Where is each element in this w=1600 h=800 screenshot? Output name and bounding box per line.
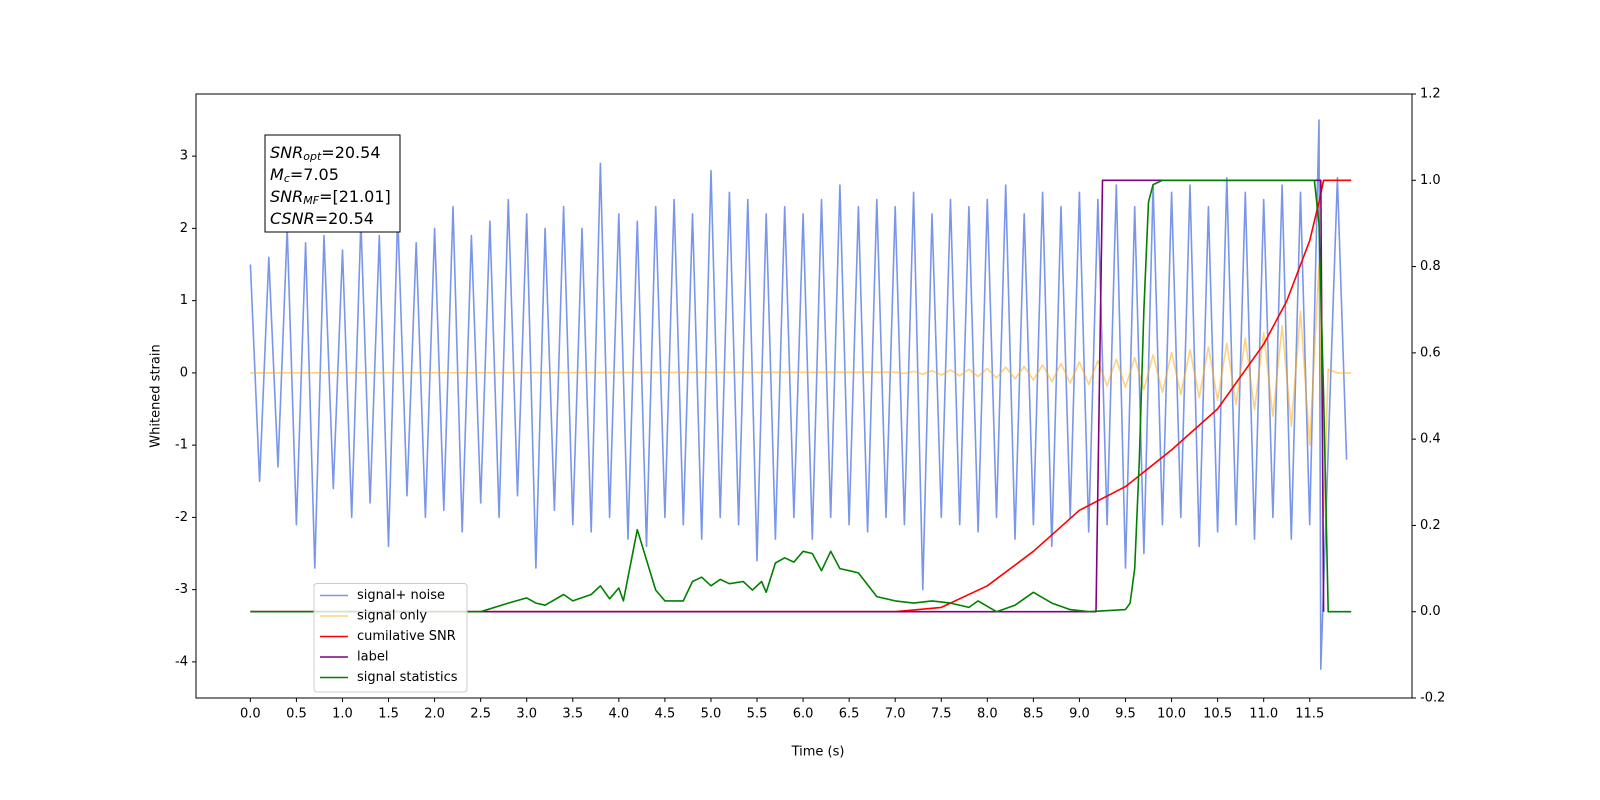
x-tick-label: 2.5	[470, 707, 491, 722]
x-tick-label: 1.0	[332, 707, 353, 722]
y-tick-label: -2	[175, 510, 188, 525]
x-tick-label: 11.0	[1249, 707, 1278, 722]
annotation: SNRopt=20.54Mc=7.05SNRMF=[21.01]CSNR=20.…	[264, 134, 401, 233]
x-tick-label: 7.5	[931, 707, 952, 722]
y2-tick-label: -0.2	[1420, 691, 1445, 706]
annotation-sub: MF	[303, 194, 319, 207]
series-line	[250, 263, 1352, 519]
series-line	[250, 179, 1352, 613]
y2-tick-label: 1.2	[1420, 87, 1441, 102]
y2-tick-label: 0.2	[1420, 518, 1441, 533]
y-tick-label: 0	[180, 365, 188, 380]
x-tick-label: 4.0	[608, 707, 629, 722]
y-tick-label: -4	[175, 654, 188, 669]
x-tick-label: 8.0	[977, 707, 998, 722]
x-axis-label: Time (s)	[791, 745, 845, 760]
legend-label: label	[357, 650, 388, 665]
y-tick-label: 2	[180, 221, 188, 236]
x-tick-label: 1.5	[378, 707, 399, 722]
x-tick-label: 5.0	[701, 707, 722, 722]
series-line	[250, 179, 1352, 613]
legend: signal+ noise signal only cumilative SNR la…	[313, 583, 468, 693]
annotation-box	[264, 134, 401, 233]
x-tick-label: 10.0	[1157, 707, 1186, 722]
annotation-sub: opt	[303, 150, 322, 163]
x-tick-label: 6.0	[793, 707, 814, 722]
y-tick-label: 1	[180, 293, 188, 308]
x-tick-label: 2.0	[424, 707, 445, 722]
x-tick-label: 9.0	[1069, 707, 1090, 722]
annotation-main: SNR	[270, 187, 303, 206]
annotation-line: SNRMF=[21.01]	[270, 187, 391, 208]
y2-tick-label: 0.4	[1420, 432, 1441, 447]
annotation-main: CSNR	[270, 209, 315, 228]
annotation-rest: =20.54	[315, 209, 374, 228]
x-tick-label: 3.5	[562, 707, 583, 722]
y-tick-label: -1	[175, 438, 188, 453]
x-tick-label: 11.5	[1295, 707, 1324, 722]
legend-label: signal only	[357, 609, 427, 624]
y2-tick-label: 0.0	[1420, 604, 1441, 619]
x-tick-label: 8.5	[1023, 707, 1044, 722]
annotation-line: Mc=7.05	[270, 165, 339, 186]
x-tick-label: 5.5	[747, 707, 768, 722]
legend-label: signal+ noise	[357, 588, 445, 603]
x-tick-label: 0.5	[286, 707, 307, 722]
x-tick-label: 4.5	[655, 707, 676, 722]
x-tick-label: 10.5	[1203, 707, 1232, 722]
y-tick-label: -3	[175, 582, 188, 597]
y2-tick-label: 0.6	[1420, 345, 1441, 360]
annotation-rest: =7.05	[290, 165, 339, 184]
x-tick-label: 7.0	[885, 707, 906, 722]
annotation-main: M	[270, 165, 284, 184]
y-tick-label: 3	[180, 149, 188, 164]
annotation-main: SNR	[270, 143, 303, 162]
annotation-rest: =[21.01]	[319, 187, 391, 206]
x-tick-label: 0.0	[240, 707, 261, 722]
series-line	[249, 119, 1348, 670]
annotation-line: CSNR=20.54	[270, 209, 374, 228]
annotation-rest: =20.54	[321, 143, 380, 162]
plot-frame	[195, 93, 1413, 699]
x-tick-label: 6.5	[839, 707, 860, 722]
legend-box	[313, 583, 468, 693]
y-axis-label: Whitened strain	[149, 344, 164, 447]
x-tick-label: 9.5	[1115, 707, 1136, 722]
annotation-line: SNRopt=20.54	[270, 143, 381, 164]
y2-tick-label: 1.0	[1420, 173, 1441, 188]
legend-label: signal statistics	[357, 670, 458, 685]
x-tick-label: 3.0	[516, 707, 537, 722]
y2-tick-label: 0.8	[1420, 259, 1441, 274]
legend-label: cumilative SNR	[357, 629, 456, 644]
annotation-sub: c	[284, 172, 290, 185]
